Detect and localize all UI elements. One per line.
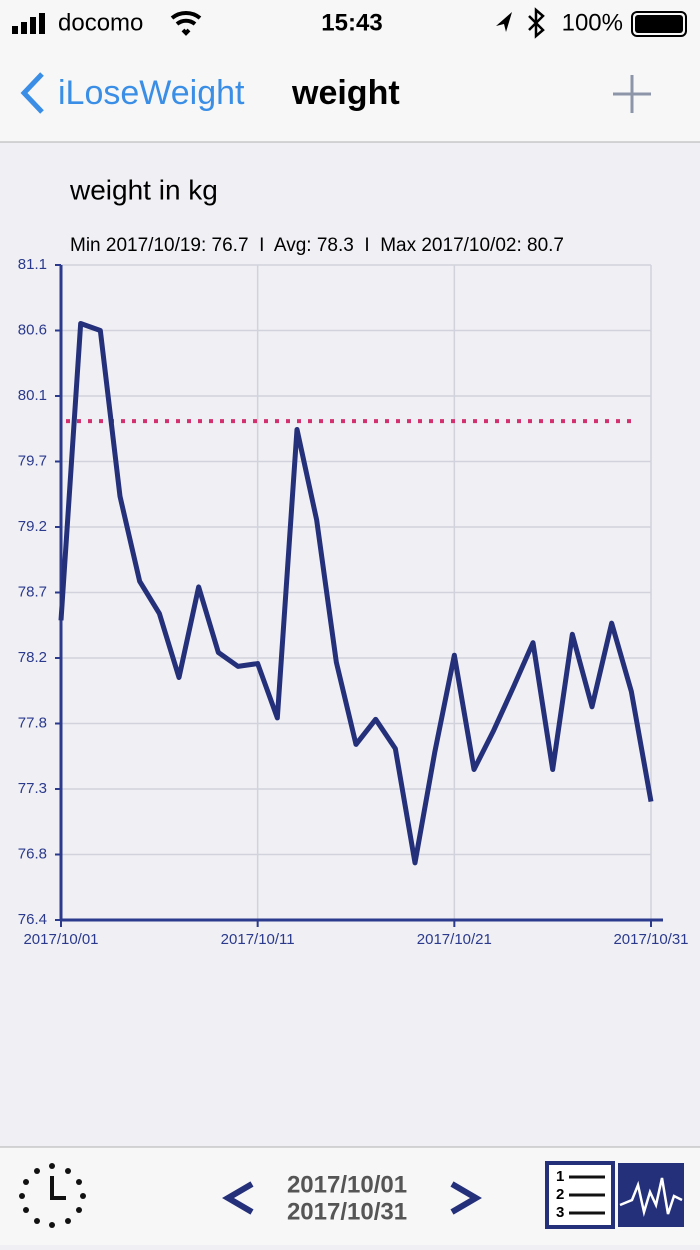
x-tick-label: 2017/10/21 [417,931,492,948]
y-tick-label: 80.6 [18,321,47,338]
y-tick-label: 79.7 [18,452,47,469]
y-tick-label: 80.1 [18,387,47,404]
y-tick-label: 78.2 [18,649,47,666]
wifi-icon [170,10,202,36]
x-tick-label: 2017/10/31 [613,931,688,948]
bluetooth-icon [528,7,545,39]
y-tick-label: 77.8 [18,714,47,731]
battery-level [635,15,683,33]
x-tick-label: 2017/10/01 [23,931,98,948]
svg-text:1: 1 [556,1168,564,1185]
clock: 15:43 [321,9,382,36]
y-tick-label: 78.7 [18,583,47,600]
signal [12,13,45,34]
date-to: 2017/10/31 [287,1198,407,1225]
back-button[interactable]: iLoseWeight [58,74,245,112]
chart-button[interactable] [618,1163,684,1227]
list-button[interactable]: 123 [545,1161,615,1229]
plot: 76.4 76.8 77.3 77.8 78.2 78.7 79.2 79.7 80.1 80.6… [18,256,689,948]
y-tick-label: 79.2 [18,518,47,535]
add-button[interactable] [613,75,651,113]
location-icon [496,12,512,32]
chart-subtitle: Min 2017/10/19: 76.7 I Avg: 78.3 I Max 2… [70,235,564,256]
y-tick-label: 77.3 [18,780,47,797]
data-line [58,321,654,866]
y-tick-label: 76.4 [18,911,47,928]
battery [631,11,687,37]
y-tick-label: 76.8 [18,845,47,862]
nav-title: weight [291,74,400,112]
svg-text:2: 2 [556,1186,564,1203]
back-chevron[interactable] [20,72,44,114]
history-button[interactable] [19,1163,86,1228]
next-button[interactable] [450,1181,482,1215]
prev-button[interactable] [222,1181,254,1215]
chart-title: weight in kg [69,174,218,205]
y-tick-label: 81.1 [18,256,47,273]
battery-text: 100% [562,9,623,36]
svg-text:3: 3 [556,1204,564,1221]
x-tick-label: 2017/10/11 [221,931,295,948]
header-bg [0,0,700,142]
carrier: docomo [58,9,143,36]
date-from: 2017/10/01 [287,1171,407,1198]
